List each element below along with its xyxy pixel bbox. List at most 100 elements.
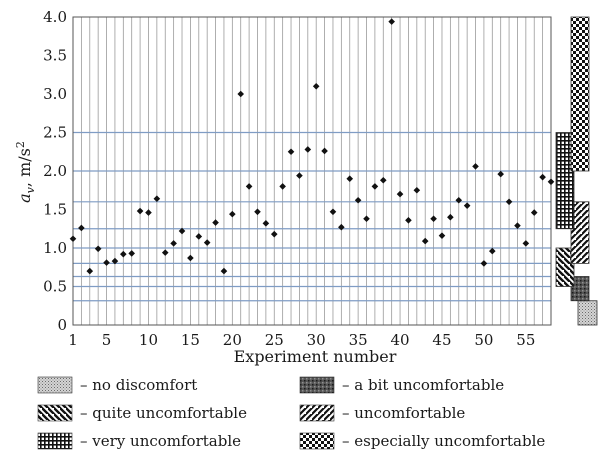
legend-swatch-very-uncomfortable bbox=[37, 432, 73, 450]
data-point bbox=[514, 222, 521, 229]
data-point bbox=[455, 196, 463, 204]
comfort-scale-bands bbox=[555, 16, 598, 326]
y-tick-label: 2.5 bbox=[43, 124, 67, 142]
y-tick-label: 2.0 bbox=[43, 162, 67, 180]
data-point bbox=[94, 245, 102, 253]
x-tick-label: 40 bbox=[391, 331, 410, 349]
data-point bbox=[530, 209, 538, 216]
data-point bbox=[270, 230, 278, 238]
data-point bbox=[405, 216, 412, 224]
x-axis-tick-labels: 1 5 10 15 20 25 30 35 40 45 50 55 bbox=[68, 331, 535, 349]
data-point bbox=[447, 213, 454, 221]
y-tick-label: 0.5 bbox=[43, 278, 67, 296]
legend-label: – uncomfortable bbox=[342, 404, 465, 422]
data-point bbox=[195, 233, 203, 240]
data-point bbox=[463, 202, 471, 209]
data-point bbox=[296, 172, 303, 179]
comfort-threshold-lines bbox=[73, 131, 551, 302]
data-point bbox=[338, 223, 345, 231]
data-point bbox=[539, 173, 546, 181]
comfort-band-quite-uncomfortable bbox=[555, 247, 575, 287]
x-tick-label: 5 bbox=[102, 331, 112, 349]
data-point bbox=[488, 247, 496, 255]
x-tick-label: 25 bbox=[265, 331, 284, 349]
data-point bbox=[304, 146, 312, 153]
comfort-band-very-uncomfortable bbox=[555, 132, 575, 230]
y-axis-title: av, m/s2 bbox=[14, 141, 37, 203]
legend-label: – very uncomfortable bbox=[80, 432, 241, 450]
y-tick-label: 0 bbox=[57, 316, 67, 334]
legend-swatch-uncomfortable bbox=[299, 404, 335, 422]
data-point bbox=[245, 183, 253, 190]
legend-swatch-bit-uncomfortable bbox=[299, 376, 335, 394]
plot-area bbox=[69, 16, 555, 326]
data-point bbox=[430, 215, 437, 223]
data-point bbox=[187, 254, 194, 262]
data-point bbox=[396, 190, 404, 198]
y-tick-label: 1.0 bbox=[43, 239, 67, 257]
data-point bbox=[363, 215, 370, 223]
x-tick-label: 50 bbox=[474, 331, 493, 349]
x-tick-label: 35 bbox=[349, 331, 368, 349]
legend-swatch-especially-uncomfortable bbox=[299, 432, 335, 450]
data-point bbox=[522, 240, 530, 247]
data-point bbox=[505, 198, 513, 206]
data-point bbox=[103, 259, 110, 266]
data-point bbox=[497, 170, 504, 178]
comfort-band-bit-uncomfortable bbox=[570, 276, 590, 302]
y-tick-label: 3.5 bbox=[43, 47, 67, 65]
data-point bbox=[388, 18, 395, 25]
y-tick-label: 3.0 bbox=[43, 85, 67, 103]
data-point bbox=[212, 219, 219, 226]
legend-label: – especially uncomfortable bbox=[342, 432, 545, 450]
x-tick-label: 45 bbox=[432, 331, 451, 349]
y-axis-tick-labels: 0 0.5 1.0 1.5 2.0 2.5 3.0 3.5 4.0 bbox=[43, 8, 67, 334]
legend: – no discomfort – a bit uncomfortable – qu… bbox=[37, 376, 545, 450]
data-point bbox=[237, 90, 245, 98]
data-point bbox=[69, 235, 77, 243]
data-point bbox=[413, 186, 421, 194]
legend-label: – quite uncomfortable bbox=[80, 404, 247, 422]
legend-label: – a bit uncomfortable bbox=[342, 376, 504, 394]
data-point bbox=[421, 237, 429, 245]
plot-frame bbox=[72, 16, 552, 326]
data-point bbox=[128, 250, 136, 257]
y-tick-label: 4.0 bbox=[43, 8, 67, 26]
data-point bbox=[279, 183, 286, 190]
data-point bbox=[220, 267, 228, 275]
data-point bbox=[321, 147, 328, 155]
data-point bbox=[287, 148, 295, 156]
data-point bbox=[254, 208, 261, 216]
data-point bbox=[379, 176, 387, 184]
x-tick-label: 10 bbox=[139, 331, 158, 349]
comfort-band-uncomfortable bbox=[570, 201, 590, 264]
comfort-band-no-discomfort bbox=[577, 300, 598, 326]
data-point bbox=[145, 209, 152, 216]
data-point bbox=[262, 220, 270, 227]
data-point bbox=[161, 249, 169, 256]
data-point bbox=[480, 260, 488, 267]
data-point bbox=[86, 267, 94, 275]
comfort-band-especially-uncomfortable bbox=[570, 16, 590, 172]
x-tick-label: 15 bbox=[181, 331, 200, 349]
x-tick-label: 30 bbox=[307, 331, 326, 349]
data-point bbox=[371, 183, 379, 190]
data-point bbox=[346, 175, 354, 182]
data-point bbox=[203, 239, 211, 246]
x-axis-title: Experiment number bbox=[234, 347, 397, 366]
data-point bbox=[153, 195, 161, 203]
data-point bbox=[178, 227, 186, 235]
data-point bbox=[136, 207, 144, 215]
data-markers bbox=[69, 18, 555, 275]
data-point bbox=[329, 208, 337, 216]
data-point bbox=[170, 240, 177, 247]
data-point bbox=[547, 178, 555, 186]
data-point bbox=[312, 83, 320, 90]
y-tick-label: 1.5 bbox=[43, 201, 67, 219]
data-point bbox=[111, 257, 119, 265]
x-tick-label: 20 bbox=[223, 331, 242, 349]
x-tick-label: 55 bbox=[516, 331, 535, 349]
legend-swatch-no-discomfort bbox=[37, 376, 73, 394]
data-point bbox=[120, 250, 127, 258]
